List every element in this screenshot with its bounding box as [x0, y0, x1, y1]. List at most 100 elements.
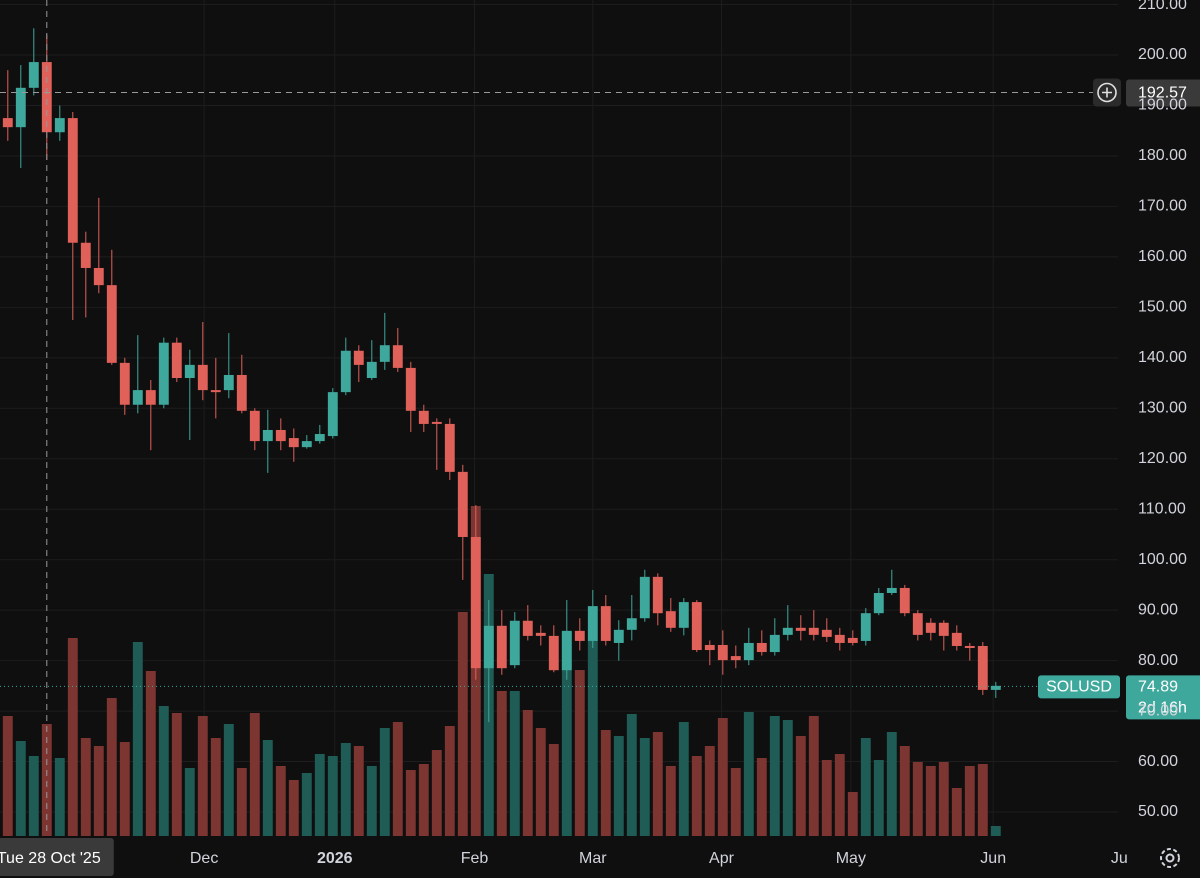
crosshair-date-label: Tue 28 Oct '25: [0, 850, 101, 867]
plus-button[interactable]: [1097, 82, 1117, 103]
volume-bar: [678, 722, 689, 836]
symbol-label-box: [1038, 675, 1120, 699]
volume-bar: [756, 758, 767, 836]
candle-body: [379, 345, 390, 362]
volume-bar: [2, 716, 13, 836]
volume-bar: [613, 736, 624, 836]
volume-bar: [288, 780, 299, 836]
volume-bar: [197, 716, 208, 836]
candle-body: [2, 118, 13, 128]
volume-bar: [600, 730, 611, 836]
volume-bar: [223, 724, 234, 836]
volume-bar: [730, 768, 741, 836]
y-tick-label: 50.00: [1138, 803, 1178, 820]
y-tick-label: 190.00: [1138, 97, 1187, 114]
candle-body: [639, 576, 650, 619]
volume-bar: [15, 741, 26, 836]
candle-body: [340, 350, 351, 393]
volume-bar: [444, 726, 455, 836]
volume-bar: [392, 722, 403, 836]
volume-bar: [106, 698, 117, 836]
y-tick-label: 80.00: [1138, 652, 1178, 669]
candle-body: [964, 645, 975, 649]
candle-body: [145, 390, 156, 405]
volume-bar: [587, 640, 598, 836]
candle-body: [886, 587, 897, 593]
volume-bar: [67, 638, 78, 836]
volume-bar: [366, 766, 377, 836]
candle-body: [184, 364, 195, 379]
candle-body: [15, 87, 26, 128]
candle-body: [28, 62, 39, 88]
volume-bar: [41, 724, 52, 836]
candle-body: [327, 392, 338, 437]
volume-bar: [327, 756, 338, 836]
volume-bar: [93, 746, 104, 836]
candle-body: [704, 644, 715, 651]
volume-bar: [834, 754, 845, 836]
candle-body: [717, 644, 728, 661]
volume-bar: [886, 732, 897, 836]
candle-body: [925, 622, 936, 633]
x-tick-label: May: [836, 850, 866, 867]
y-tick-label: 130.00: [1138, 400, 1187, 417]
candle-body: [509, 620, 520, 666]
candle-body: [444, 423, 455, 472]
x-tick-label: 2026: [317, 850, 353, 867]
candle-body: [93, 267, 104, 286]
candle-body: [769, 634, 780, 653]
volume-bar: [704, 746, 715, 836]
volume-bar: [80, 738, 91, 836]
volume-bar: [379, 728, 390, 836]
candle-body: [652, 576, 663, 614]
candle-body: [470, 536, 481, 669]
settings-icon[interactable]: [1160, 848, 1180, 868]
volume-bar: [418, 764, 429, 836]
last-price-label: 74.89: [1138, 679, 1178, 696]
volume-bar: [938, 762, 949, 836]
candle-body: [990, 685, 1001, 690]
volume-bar: [171, 713, 182, 836]
volume-bar: [795, 736, 806, 836]
y-tick-label: 160.00: [1138, 248, 1187, 265]
y-tick-label: 120.00: [1138, 450, 1187, 467]
candle-body: [808, 627, 819, 635]
candle-body: [496, 625, 507, 669]
volume-bar: [210, 738, 221, 836]
volume-bar: [457, 612, 468, 836]
candle-body: [119, 362, 130, 405]
x-tick-label: Dec: [190, 850, 218, 867]
volume-bar: [847, 792, 858, 836]
symbol-label: SOLUSD: [1046, 679, 1112, 696]
candle-body: [613, 629, 624, 643]
volume-bar: [249, 713, 260, 836]
volume-bar: [119, 742, 130, 836]
crosshair-price-label: 192.57: [1138, 85, 1187, 102]
candle-body: [600, 606, 611, 641]
candle-body: [678, 602, 689, 628]
candle-body: [249, 410, 260, 442]
candle-body: [626, 618, 637, 630]
volume-bar: [184, 768, 195, 836]
y-tick-label: 140.00: [1138, 349, 1187, 366]
y-tick-label: 110.00: [1138, 500, 1186, 517]
candle-body: [236, 374, 247, 411]
candle-body: [223, 374, 234, 391]
x-tick-label: Apr: [709, 850, 735, 867]
candle-body: [483, 625, 494, 669]
volume-bar: [717, 718, 728, 836]
y-tick-label: 70.00: [1138, 702, 1178, 719]
candle-body: [366, 361, 377, 379]
candle-body: [743, 642, 754, 661]
x-tick-label: Mar: [579, 850, 607, 867]
y-tick-label: 150.00: [1138, 299, 1187, 316]
x-tick-label: Ju: [1111, 850, 1128, 867]
x-tick-label: Jun: [980, 850, 1006, 867]
candle-body: [847, 637, 858, 643]
x-tick-label: Feb: [461, 850, 489, 867]
candle-body: [821, 629, 832, 637]
volume-bar: [236, 768, 247, 836]
volume-bar: [665, 766, 676, 836]
volume-bar: [808, 716, 819, 836]
